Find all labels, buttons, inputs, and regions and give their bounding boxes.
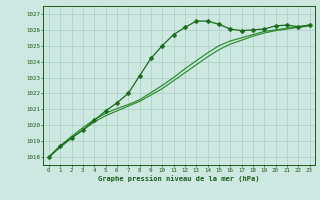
X-axis label: Graphe pression niveau de la mer (hPa): Graphe pression niveau de la mer (hPa) [99,175,260,182]
